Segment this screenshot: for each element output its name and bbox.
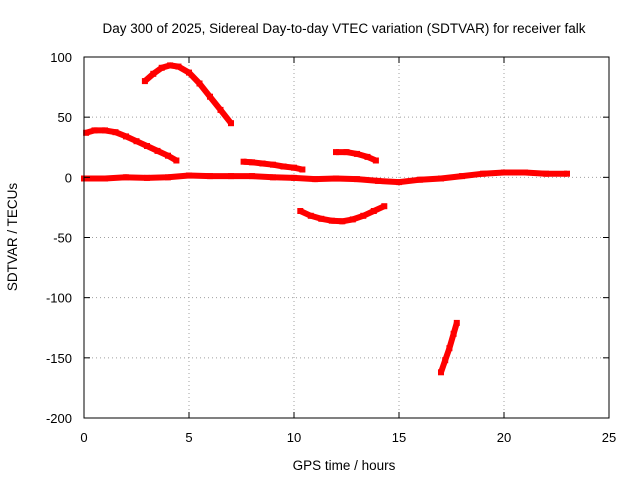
data-point (175, 63, 182, 70)
data-point (291, 164, 297, 171)
data-point (259, 160, 266, 167)
data-point (360, 212, 367, 219)
data-point (291, 174, 297, 181)
data-point (270, 161, 276, 168)
series-arc-peak-90 (142, 62, 234, 126)
data-point (207, 173, 213, 180)
data-point (333, 149, 339, 156)
chart-title: Day 300 of 2025, Sidereal Day-to-day VTE… (103, 21, 586, 36)
data-point (333, 175, 339, 182)
data-point (354, 150, 360, 157)
data-series (81, 62, 570, 376)
y-tick-label: -100 (46, 291, 72, 306)
data-point (417, 176, 423, 183)
y-tick-label: 0 (65, 170, 72, 185)
y-axis-label: SDTVAR / TECUs (5, 183, 20, 292)
data-point (123, 133, 129, 140)
x-tick-label: 20 (497, 430, 511, 445)
data-point (123, 174, 129, 181)
series-arc-main-baseline (84, 169, 567, 186)
data-point (154, 147, 161, 154)
data-point (167, 62, 174, 69)
data-point (453, 319, 460, 326)
x-tick-label: 15 (392, 430, 406, 445)
x-tick-label: 0 (80, 430, 87, 445)
data-point (228, 173, 234, 180)
data-point (450, 330, 457, 337)
data-point (141, 78, 148, 85)
data-point (442, 357, 449, 364)
data-point (307, 212, 314, 219)
data-point (396, 179, 402, 186)
data-point (543, 170, 549, 177)
data-point (144, 174, 150, 181)
data-point (240, 158, 247, 165)
data-point (564, 170, 570, 177)
data-point (459, 173, 465, 180)
data-point (207, 93, 213, 100)
data-point (112, 129, 119, 136)
x-tick-labels: 0 5 10 15 20 25 (80, 430, 616, 445)
data-point (318, 215, 325, 222)
data-point (438, 369, 444, 376)
data-point (446, 345, 453, 352)
x-axis-label: GPS time / hours (293, 458, 396, 473)
data-point (343, 149, 350, 156)
data-point (249, 159, 255, 166)
data-point (91, 127, 98, 134)
data-point (186, 69, 192, 76)
data-point (438, 175, 444, 182)
data-point (381, 203, 388, 210)
grid-lines (84, 57, 609, 418)
data-point (102, 175, 108, 182)
axis-ticks (83, 56, 610, 419)
x-tick-label: 5 (185, 430, 192, 445)
data-point (270, 174, 276, 181)
data-point (501, 169, 507, 176)
data-point (165, 152, 171, 159)
data-point (144, 143, 150, 149)
data-point (480, 170, 486, 177)
data-point (228, 120, 234, 127)
y-tick-label: -200 (46, 411, 72, 426)
series-arc-upper-left-38 (85, 127, 178, 164)
data-point (328, 217, 335, 224)
data-point (133, 138, 140, 145)
data-point (375, 177, 381, 184)
data-point (364, 153, 371, 160)
data-point (249, 173, 255, 180)
y-tick-labels: -200 -150 -100 -50 0 50 100 (46, 50, 72, 426)
data-point (299, 166, 306, 173)
data-point (150, 70, 157, 77)
data-point (339, 218, 346, 225)
y-tick-label: -150 (46, 351, 72, 366)
x-tick-label: 25 (602, 430, 616, 445)
y-tick-label: 100 (50, 50, 72, 65)
x-tick-label: 10 (287, 430, 301, 445)
data-point (165, 174, 171, 181)
data-point (217, 106, 224, 113)
data-point (522, 169, 528, 176)
data-point (354, 176, 360, 183)
data-point (349, 216, 356, 223)
data-point (83, 129, 90, 136)
data-point (173, 157, 180, 164)
data-point (158, 64, 165, 71)
data-point (102, 127, 108, 134)
data-point (372, 157, 379, 164)
data-point (297, 208, 304, 214)
y-tick-label: -50 (53, 231, 72, 246)
data-point (370, 208, 377, 214)
data-point (312, 176, 318, 183)
data-point (186, 172, 192, 179)
data-point (196, 80, 203, 87)
y-tick-label: 50 (58, 110, 72, 125)
data-point (280, 163, 287, 170)
